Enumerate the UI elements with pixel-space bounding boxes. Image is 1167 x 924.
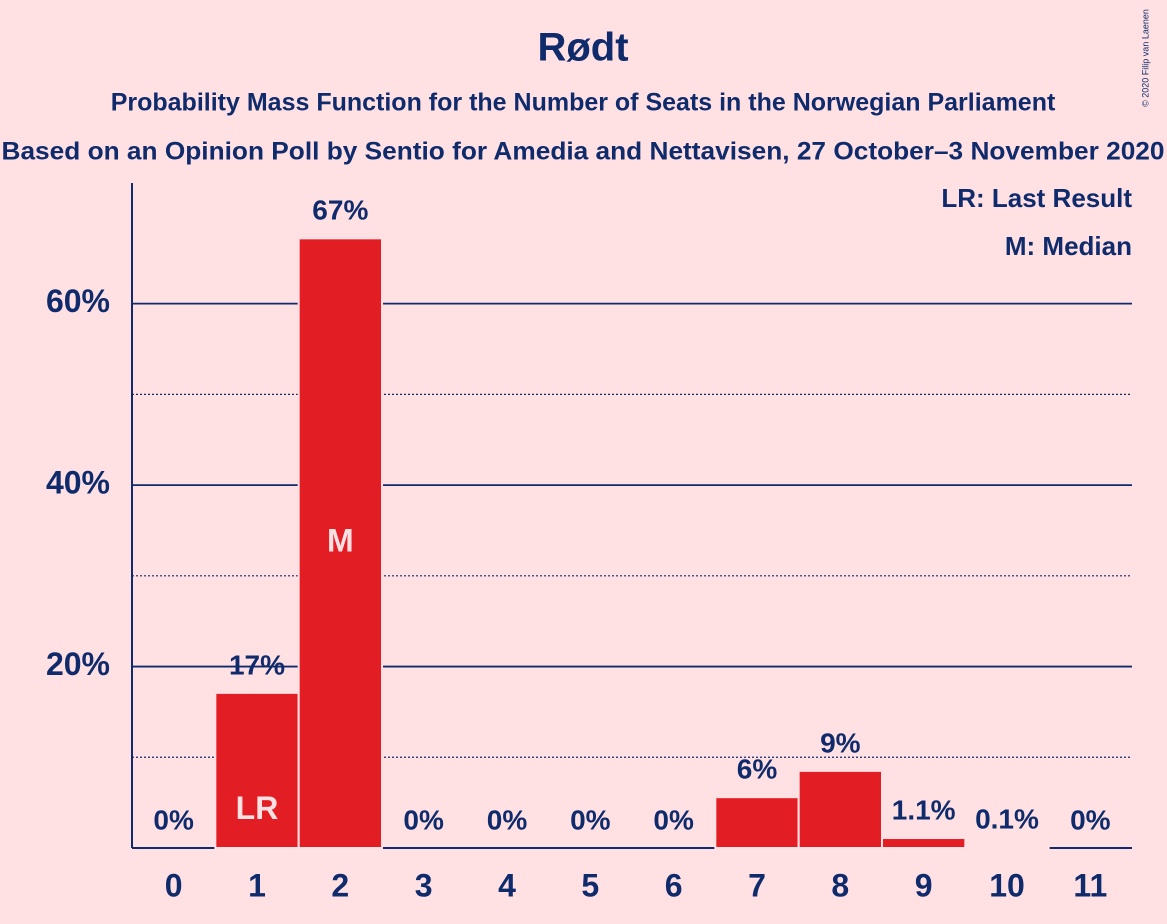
copyright: © 2020 Filip van Laenen: [1140, 9, 1150, 107]
chart-subtitle: Based on an Opinion Poll by Sentio for A…: [2, 138, 1165, 166]
x-tick-label: 11: [1073, 867, 1107, 903]
bar-label: LR: [236, 790, 279, 826]
x-tick-label: 8: [831, 867, 849, 903]
x-tick-label: 5: [581, 867, 599, 903]
bar: [297, 237, 383, 849]
bar: [797, 769, 884, 849]
value-label: 17%: [229, 649, 285, 680]
legend-entry: LR: Last Result: [941, 183, 1132, 213]
value-label: 9%: [820, 727, 861, 758]
value-label: 0%: [1070, 804, 1111, 835]
y-tick-label: 40%: [46, 465, 110, 501]
x-tick-label: 3: [415, 867, 433, 903]
value-label: 0%: [403, 804, 444, 835]
x-tick-label: 0: [165, 867, 183, 903]
chart-subtitle: Probability Mass Function for the Number…: [111, 89, 1056, 117]
x-tick-label: 1: [248, 867, 266, 903]
bar-label: M: [327, 523, 354, 559]
y-tick-label: 60%: [46, 283, 110, 319]
x-tick-label: 4: [498, 867, 516, 903]
value-label: 0%: [570, 804, 611, 835]
value-label: 0%: [153, 804, 194, 835]
value-label: 67%: [312, 195, 368, 226]
value-label: 1.1%: [892, 794, 956, 825]
x-tick-label: 6: [665, 867, 683, 903]
bar: [964, 846, 1050, 850]
x-tick-label: 7: [748, 867, 766, 903]
y-tick-label: 20%: [46, 646, 110, 682]
chart-title: Rødt: [537, 26, 628, 70]
bar: [714, 796, 800, 849]
value-label: 0%: [653, 804, 694, 835]
x-tick-label: 9: [915, 867, 933, 903]
value-label: 6%: [737, 754, 778, 785]
x-tick-label: 2: [331, 867, 349, 903]
bar: [881, 837, 967, 849]
value-label: 0%: [487, 804, 528, 835]
legend-entry: M: Median: [1005, 231, 1132, 261]
value-label: 0.1%: [975, 803, 1039, 834]
x-tick-label: 10: [989, 867, 1025, 903]
